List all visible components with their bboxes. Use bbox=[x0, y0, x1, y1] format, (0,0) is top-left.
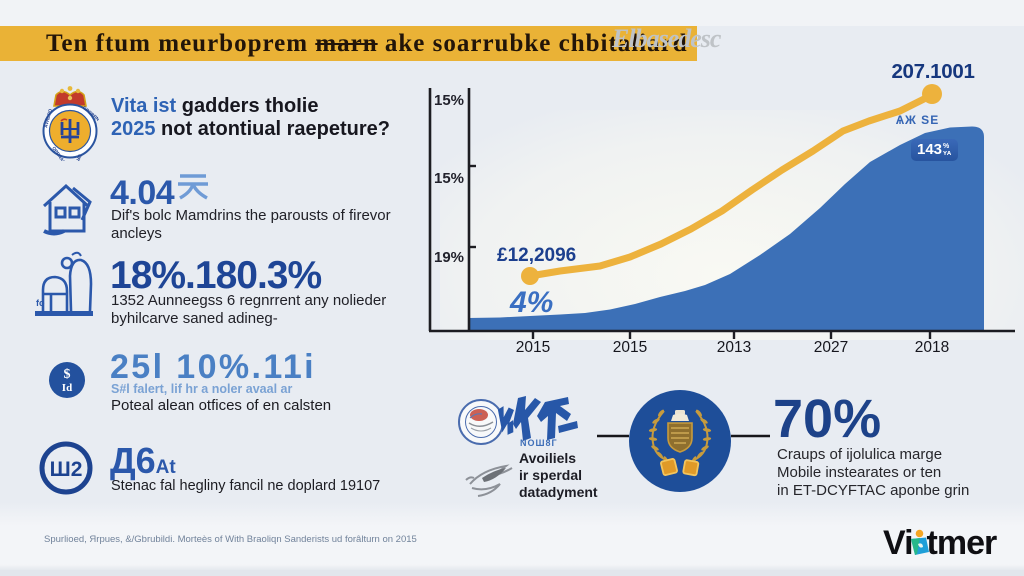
svg-text:fo: fo bbox=[36, 298, 45, 308]
svg-text:Ш2: Ш2 bbox=[50, 458, 83, 481]
svg-text:AVRDPO: AVRDPO bbox=[43, 108, 53, 128]
svg-text:Id: Id bbox=[62, 382, 72, 394]
svg-text:$: $ bbox=[64, 367, 71, 382]
